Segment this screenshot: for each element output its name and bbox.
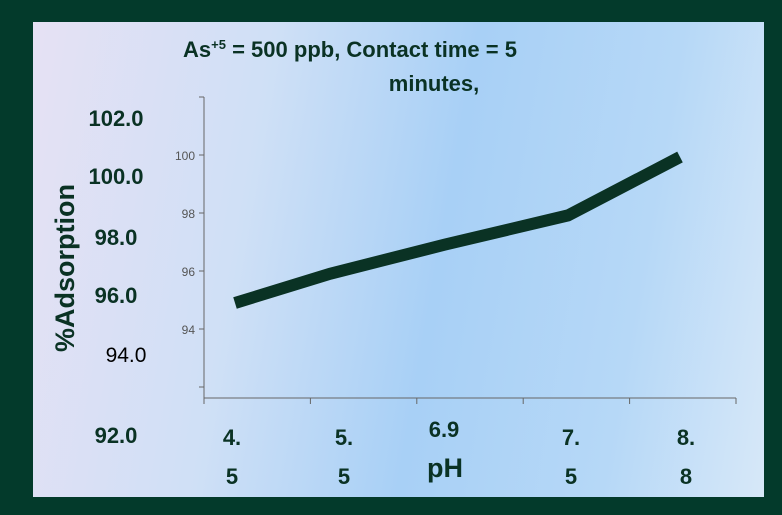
y-axis-number: 100	[175, 149, 195, 163]
series-lines	[233, 151, 683, 309]
y-tick-label: 96.0	[95, 283, 138, 308]
x-axis-label: pH	[427, 453, 463, 483]
series-line	[233, 151, 683, 309]
x-tick-label-line2: 5	[226, 464, 238, 489]
y-tick-label: 98.0	[95, 225, 138, 250]
chart-title-line2: minutes,	[389, 71, 479, 96]
x-tick-label: 4.	[223, 425, 241, 450]
y-axis-tick-labels: 102.0 100.0 98.0 96.0 94.0 92.0	[88, 106, 146, 448]
axes	[199, 96, 737, 404]
x-tick-label-line2: 8	[680, 464, 692, 489]
x-tick-label: 8.	[677, 425, 695, 450]
x-tick-label: 5.	[335, 425, 353, 450]
y-axis-number: 94	[182, 323, 196, 337]
chart-title-line1: As+5 = 500 ppb, Contact time = 5	[183, 37, 517, 62]
x-tick-label-line2: 5	[565, 464, 577, 489]
x-tick-label-line2: 5	[338, 464, 350, 489]
y-axis-number: 96	[182, 265, 196, 279]
y-tick-label: 92.0	[95, 423, 138, 448]
chart-title-rest: = 500 ppb, Contact time = 5	[226, 37, 517, 62]
x-axis-tick-labels: 4. 5 5. 5 6.9 7. 5 8. 8	[223, 417, 695, 489]
chart-title-superscript: +5	[211, 37, 226, 52]
y-tick-label: 94.0	[106, 344, 147, 367]
chart-title-base: As	[183, 37, 211, 62]
y-tick-label: 100.0	[88, 164, 143, 189]
y-tick-label: 102.0	[88, 106, 143, 131]
y-axis-numbers: 100 98 96 94	[175, 149, 195, 337]
y-axis-label: %Adsorption	[50, 184, 80, 352]
y-axis-number: 98	[182, 207, 196, 221]
x-tick-label: 6.9	[429, 417, 460, 442]
x-tick-label: 7.	[562, 425, 580, 450]
